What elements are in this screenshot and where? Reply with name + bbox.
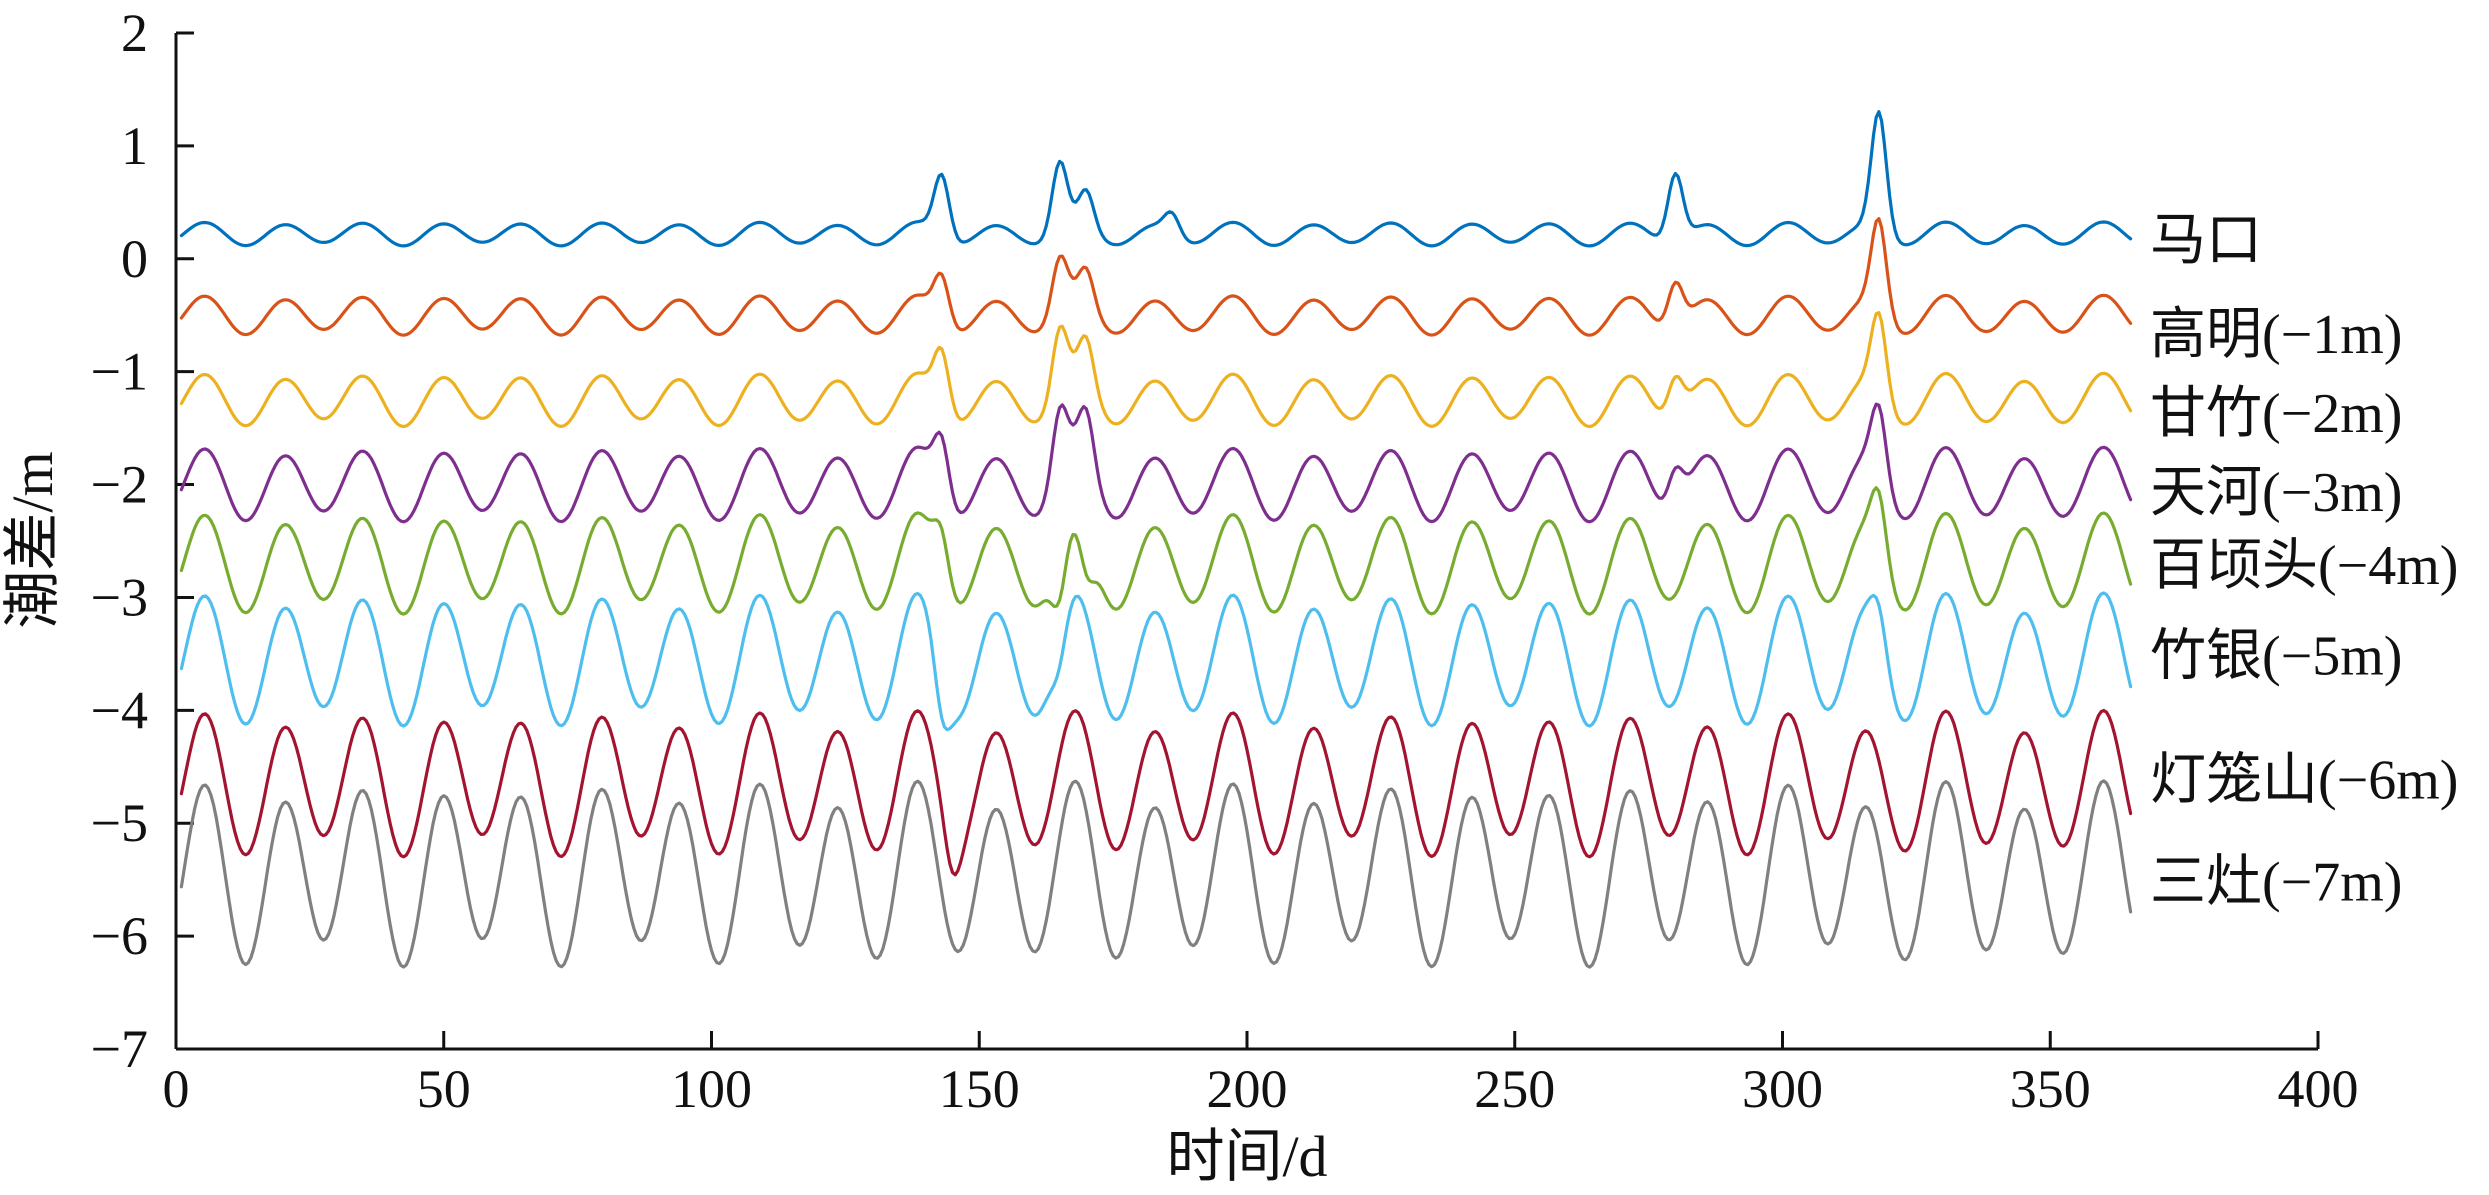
series-line-3 xyxy=(179,402,2133,524)
x-tick-label: 350 xyxy=(2010,1059,2091,1119)
y-axis-label: 潮差/m xyxy=(0,451,65,628)
x-tick-label: 0 xyxy=(163,1059,190,1119)
series-label-4: 百顷头(−4m) xyxy=(2150,535,2458,597)
series-line-2 xyxy=(179,311,2133,429)
series-line-0 xyxy=(179,110,2133,248)
series-label-1: 高明(−1m) xyxy=(2150,304,2402,366)
series-line-4 xyxy=(179,486,2133,616)
series-line-7 xyxy=(179,779,2133,969)
series-line-1 xyxy=(179,217,2133,337)
series-label-2: 甘竹(−2m) xyxy=(2150,383,2402,445)
y-tick-label: 2 xyxy=(121,3,148,63)
series-label-5: 竹银(−5m) xyxy=(2150,626,2402,688)
y-tick-label: −5 xyxy=(91,793,148,853)
y-tick-label: 0 xyxy=(121,229,148,289)
x-axis-label: 时间/d xyxy=(1166,1124,1327,1189)
series-label-6: 灯笼山(−6m) xyxy=(2150,750,2458,812)
y-tick-label: −6 xyxy=(91,906,148,966)
y-ticks: 2 1 0 −1 −2 −3 −4 −5 −6 −7 xyxy=(91,3,194,1079)
y-tick-label: −2 xyxy=(91,455,148,515)
x-tick-label: 200 xyxy=(1207,1059,1288,1119)
series-label-3: 天河(−3m) xyxy=(2150,462,2402,524)
series-line-5 xyxy=(179,591,2133,732)
x-ticks: 0 50 100 150 200 250 300 350 400 xyxy=(163,1031,2359,1119)
x-tick-label: 50 xyxy=(417,1059,471,1119)
x-tick-label: 150 xyxy=(939,1059,1020,1119)
x-tick-label: 400 xyxy=(2278,1059,2359,1119)
x-tick-label: 100 xyxy=(671,1059,752,1119)
series-line-6 xyxy=(179,708,2133,877)
series-lines xyxy=(179,110,2133,969)
y-tick-label: −4 xyxy=(91,680,148,740)
y-tick-label: −7 xyxy=(91,1019,148,1079)
y-tick-label: −1 xyxy=(91,342,148,402)
x-tick-label: 250 xyxy=(1474,1059,1555,1119)
series-label-7: 三灶(−7m) xyxy=(2150,851,2402,913)
x-tick-label: 300 xyxy=(1742,1059,1823,1119)
y-tick-label: 1 xyxy=(121,116,148,176)
y-tick-label: −3 xyxy=(91,567,148,627)
series-label-0: 马口 xyxy=(2150,210,2262,272)
